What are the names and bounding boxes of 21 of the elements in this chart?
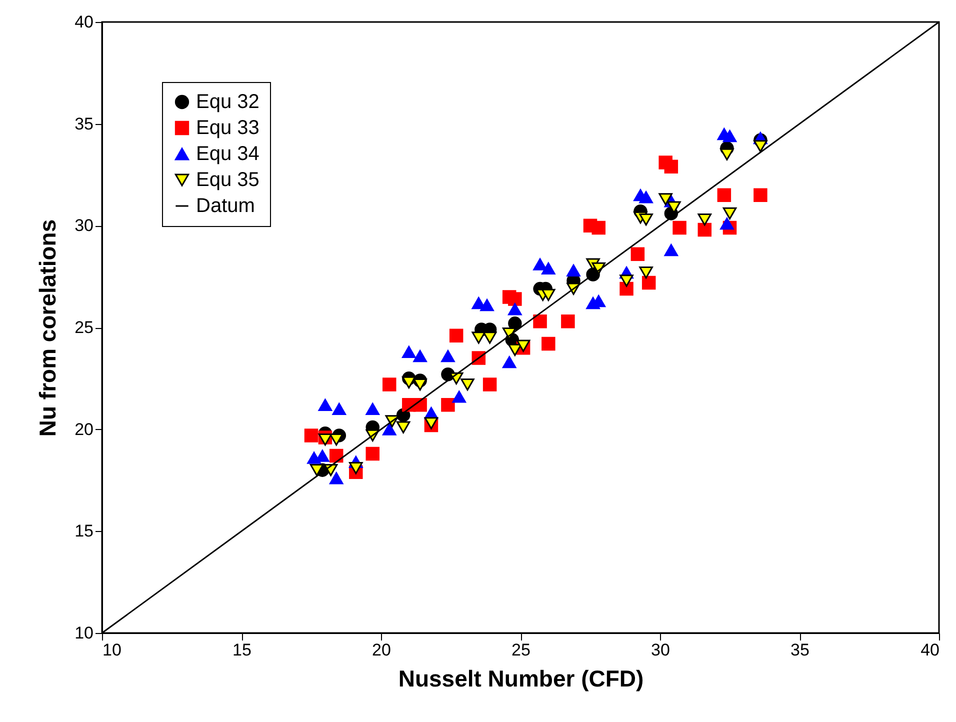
y-tick-label: 20: [74, 420, 94, 439]
y-tick-label: 15: [74, 522, 94, 541]
legend-label: Equ 32: [196, 91, 260, 113]
y-tick-label: 40: [74, 12, 94, 32]
legend-label: Equ 35: [196, 169, 260, 191]
y-tick-label: 30: [74, 216, 94, 236]
x-tick-label: 15: [232, 640, 252, 660]
x-tick-label: 25: [512, 640, 530, 660]
x-tick-label: 10: [102, 640, 122, 660]
x-tick-label: 30: [651, 640, 670, 660]
y-tick-label: 25: [74, 318, 94, 337]
y-tick-label: 10: [74, 624, 94, 642]
y-axis-title: Nu from corelations: [34, 219, 61, 437]
x-tick-label: 35: [790, 640, 810, 660]
x-tick-label: 40: [920, 640, 940, 660]
x-tick-label: 20: [372, 640, 391, 660]
legend-label: Datum: [196, 195, 255, 217]
x-axis-title: Nusselt Number (CFD): [398, 666, 644, 692]
y-tick-label: 35: [74, 114, 94, 134]
legend-label: Equ 33: [196, 117, 260, 139]
legend-label: Equ 34: [196, 143, 260, 165]
